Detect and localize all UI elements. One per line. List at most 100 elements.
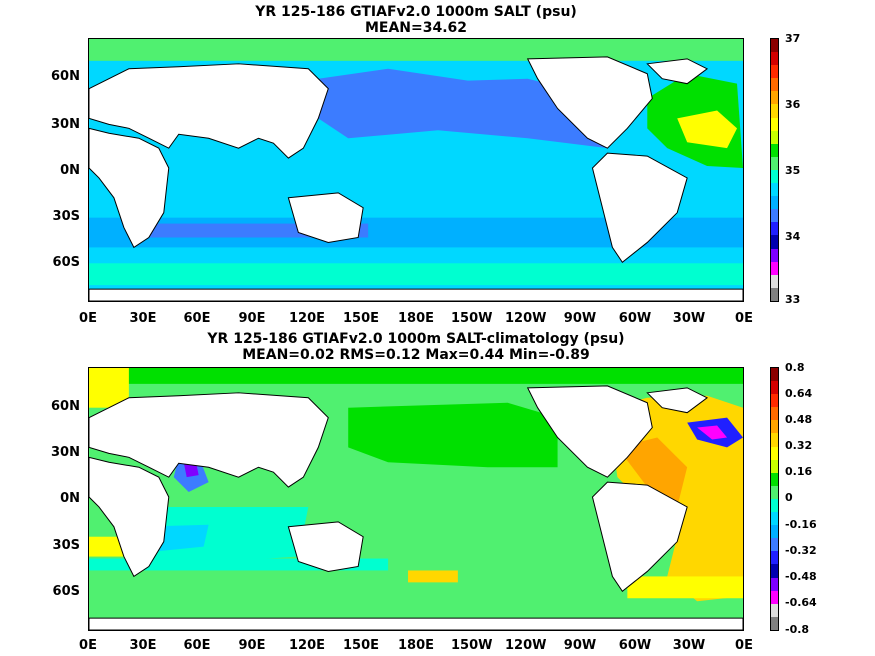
panel1-land <box>89 56 743 301</box>
panel1-lat-label: 60S <box>52 255 80 270</box>
panel2-colorbar-label: -0.8 <box>785 623 810 636</box>
panel1-lon-label: 90E <box>238 311 266 326</box>
colorbar-swatch <box>771 156 778 170</box>
colorbar-swatch <box>771 287 778 301</box>
panel1-lon-label: 60W <box>618 311 652 326</box>
colorbar-swatch <box>771 117 778 131</box>
colorbar-swatch <box>771 183 778 197</box>
panel2-lat-label: 30S <box>52 538 80 553</box>
colorbar-swatch <box>771 512 778 526</box>
colorbar-swatch <box>771 368 778 382</box>
panel2-lon-label: 60W <box>618 638 652 653</box>
colorbar-swatch <box>771 52 778 66</box>
panel2-colorbar-label: -0.32 <box>785 544 817 557</box>
colorbar-swatch <box>771 169 778 184</box>
panel1-lon-label: 150E <box>342 311 380 326</box>
panel2-colorbar-label: 0.16 <box>785 465 813 478</box>
panel2-lon-label: 150W <box>451 638 493 653</box>
panel1-lon-label: 120W <box>505 311 547 326</box>
panel2-colorbar-label: -0.48 <box>785 570 817 583</box>
colorbar-swatch <box>771 525 778 539</box>
panel1-lon-label: 180E <box>397 311 435 326</box>
panel2-lon-label: 180E <box>397 638 435 653</box>
panel1-colorbar-label: 35 <box>785 164 801 177</box>
colorbar-swatch <box>771 394 778 408</box>
panel1-colorbar <box>770 38 779 302</box>
colorbar-swatch <box>771 196 778 210</box>
panel1-lon-label: 0E <box>735 311 753 326</box>
colorbar-swatch <box>771 222 778 236</box>
panel1-lon-label: 60E <box>183 311 211 326</box>
panel2-lon-label: 90E <box>238 638 266 653</box>
panel1-title-line2: MEAN=34.62 <box>364 20 468 36</box>
colorbar-swatch <box>771 433 778 447</box>
colorbar-swatch <box>771 564 778 578</box>
panel2-map-svg <box>89 368 743 630</box>
panel2-colorbar-label: 0.8 <box>785 361 805 374</box>
colorbar-swatch <box>771 459 778 473</box>
colorbar-swatch <box>771 274 778 288</box>
colorbar-swatch <box>771 485 778 499</box>
panel2-map <box>88 367 744 631</box>
colorbar-swatch <box>771 603 778 617</box>
colorbar-swatch <box>771 538 778 552</box>
panel1-lat-label: 0N <box>60 163 80 178</box>
panel2-title-line1: YR 125-186 GTIAFv2.0 1000m SALT-climatol… <box>207 331 625 347</box>
colorbar-swatch <box>771 235 778 249</box>
panel1-lon-label: 0E <box>79 311 97 326</box>
panel1-lon-label: 90W <box>563 311 597 326</box>
colorbar-swatch <box>771 143 778 157</box>
panel1-colorbar-label: 33 <box>785 293 801 306</box>
colorbar-swatch <box>771 381 778 395</box>
panel2-lon-label: 30W <box>672 638 706 653</box>
panel2-lon-label: 0E <box>79 638 97 653</box>
panel2-lat-label: 60N <box>51 399 80 414</box>
panel1-lon-label: 150W <box>451 311 493 326</box>
panel1-lon-label: 30W <box>672 311 706 326</box>
colorbar-swatch <box>771 248 778 262</box>
panel2-lon-label: 60E <box>183 638 211 653</box>
panel2-lon-label: 0E <box>735 638 753 653</box>
panel1-map-svg <box>89 39 743 301</box>
colorbar-swatch <box>771 590 778 604</box>
panel2-lon-label: 30E <box>129 638 157 653</box>
panel1-map <box>88 38 744 302</box>
panel1-lon-label: 30E <box>129 311 157 326</box>
colorbar-swatch <box>771 472 778 486</box>
panel1-lat-label: 60N <box>51 69 80 84</box>
panel2-land <box>89 385 743 630</box>
colorbar-swatch <box>771 407 778 421</box>
panel2-colorbar-label: 0 <box>785 491 793 504</box>
colorbar-swatch <box>771 420 778 434</box>
colorbar-swatch <box>771 261 778 275</box>
colorbar-swatch <box>771 209 778 223</box>
panel2-lon-label: 150E <box>342 638 380 653</box>
panel2-colorbar <box>770 367 779 631</box>
colorbar-swatch <box>771 616 778 630</box>
colorbar-swatch <box>771 551 778 565</box>
colorbar-swatch <box>771 65 778 79</box>
panel2-lon-label: 90W <box>563 638 597 653</box>
panel2-lat-label: 0N <box>60 491 80 506</box>
panel1-colorbar-label: 37 <box>785 32 801 45</box>
panel2-colorbar-label: 0.64 <box>785 387 813 400</box>
panel1-lat-label: 30N <box>51 117 80 132</box>
colorbar-swatch <box>771 104 778 118</box>
panel2-lon-label: 120E <box>288 638 326 653</box>
panel1-lat-label: 30S <box>52 209 80 224</box>
panel2-colorbar-label: -0.16 <box>785 518 817 531</box>
panel2-lon-label: 120W <box>505 638 547 653</box>
colorbar-swatch <box>771 498 778 513</box>
colorbar-swatch <box>771 39 778 53</box>
panel2-colorbar-label: 0.32 <box>785 439 813 452</box>
panel2-colorbar-label: 0.48 <box>785 413 813 426</box>
panel1-title-line1: YR 125-186 GTIAFv2.0 1000m SALT (psu) <box>255 4 577 20</box>
panel1-lon-label: 120E <box>288 311 326 326</box>
colorbar-swatch <box>771 446 778 460</box>
panel1-colorbar-label: 34 <box>785 230 801 243</box>
colorbar-swatch <box>771 78 778 92</box>
colorbar-swatch <box>771 91 778 105</box>
panel2-lat-label: 60S <box>52 584 80 599</box>
panel2-lat-label: 30N <box>51 445 80 460</box>
panel1-colorbar-label: 36 <box>785 98 801 111</box>
